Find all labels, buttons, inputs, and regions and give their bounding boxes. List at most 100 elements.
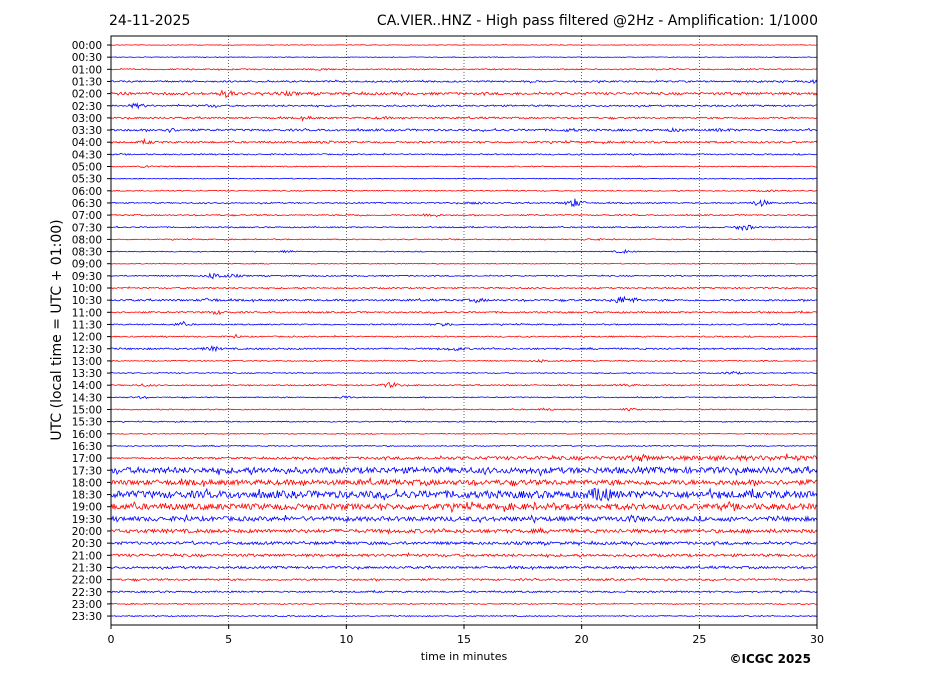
y-tick-label: 04:30	[72, 149, 102, 161]
y-tick-label: 19:30	[72, 514, 102, 526]
trace-line	[111, 420, 818, 424]
trace-line	[110, 127, 818, 134]
trace-line	[110, 344, 818, 353]
trace-line	[110, 602, 818, 606]
trace-line	[110, 286, 818, 290]
y-tick-label: 23:00	[72, 599, 102, 611]
trace-line	[110, 513, 818, 524]
y-tick-label: 13:30	[72, 368, 102, 380]
y-tick-label: 17:00	[72, 453, 102, 465]
trace-line	[110, 189, 818, 193]
y-tick-label: 16:00	[72, 429, 102, 441]
y-tick-label: 23:30	[72, 611, 102, 623]
y-tick-label: 09:30	[72, 271, 102, 283]
x-tick-label: 25	[692, 633, 706, 646]
trace-line	[110, 395, 818, 400]
y-tick-label: 12:00	[72, 332, 102, 344]
trace-line	[110, 224, 818, 232]
trace-line	[110, 487, 818, 502]
trace-line	[110, 432, 818, 435]
trace-line	[110, 152, 818, 156]
y-tick-label: 21:30	[72, 562, 102, 574]
trace-line	[110, 381, 818, 389]
copyright-credit: ©ICGC 2025	[729, 652, 811, 666]
x-tick-label: 5	[225, 633, 232, 646]
y-tick-label: 06:30	[72, 198, 102, 210]
trace-line	[110, 102, 818, 110]
trace-line	[110, 137, 818, 145]
header-date: 24-11-2025	[109, 13, 190, 29]
trace-line	[110, 115, 818, 122]
grid-lines	[228, 36, 700, 625]
trace-line	[110, 262, 818, 265]
trace-line	[110, 237, 818, 241]
trace-line	[110, 614, 818, 618]
y-tick-label: 15:30	[72, 417, 102, 429]
trace-line	[110, 526, 818, 535]
trace-line	[110, 248, 818, 254]
y-tick-label: 05:00	[72, 162, 102, 174]
trace-line	[110, 198, 818, 208]
y-tick-label: 03:00	[72, 113, 102, 125]
plot-frame	[110, 35, 818, 626]
trace-line	[110, 44, 818, 46]
y-tick-label: 18:00	[72, 477, 102, 489]
trace-line	[110, 165, 817, 169]
trace-line	[110, 67, 818, 71]
trace-line	[110, 465, 818, 477]
x-tick-label: 20	[575, 633, 589, 646]
y-tick-label: 20:00	[72, 526, 102, 538]
trace-line	[110, 309, 818, 316]
y-tick-label: 13:00	[72, 356, 102, 368]
x-tick-label: 0	[108, 633, 115, 646]
y-tick-label: 07:30	[72, 222, 102, 234]
x-axis-label: time in minutes	[421, 650, 508, 663]
y-tick-label: 22:00	[72, 575, 102, 587]
y-tick-label: 17:30	[72, 465, 102, 477]
trace-line	[110, 272, 818, 280]
y-tick-label: 10:30	[72, 295, 102, 307]
x-tick-label: 15	[457, 633, 471, 646]
y-tick-label: 19:00	[72, 502, 102, 514]
y-tick-label: 08:00	[72, 234, 102, 246]
y-tick-label: 20:30	[72, 538, 102, 550]
trace-line	[110, 589, 818, 594]
x-tick-label: 10	[339, 633, 353, 646]
y-tick-label: 14:00	[72, 380, 102, 392]
y-tick-label: 01:30	[72, 76, 102, 88]
x-tick-label: 30	[810, 633, 824, 646]
trace-line	[110, 444, 818, 447]
y-tick-label: 02:00	[72, 89, 102, 101]
y-tick-label: 08:30	[72, 247, 102, 259]
trace-line	[110, 320, 818, 327]
y-tick-label: 11:00	[72, 307, 102, 319]
trace-line	[110, 295, 818, 304]
y-tick-label: 12:30	[72, 344, 102, 356]
y-tick-label: 18:30	[72, 490, 102, 502]
trace-line	[110, 177, 818, 180]
trace-line	[110, 476, 818, 487]
trace-line	[110, 564, 818, 571]
trace-line	[110, 453, 818, 463]
y-axis-label: UTC (local time = UTC + 01:00)	[49, 219, 65, 440]
y-tick-label: 03:30	[72, 125, 102, 137]
trace-line	[110, 551, 818, 559]
trace-line	[110, 500, 818, 514]
trace-line	[110, 577, 818, 582]
y-tick-label: 05:30	[72, 174, 102, 186]
y-tick-labels: 00:0000:3001:0001:3002:0002:3003:0003:30…	[72, 40, 111, 623]
trace-line	[110, 333, 818, 339]
y-tick-label: 07:00	[72, 210, 102, 222]
y-tick-label: 11:30	[72, 319, 102, 331]
trace-line	[110, 358, 818, 363]
y-tick-label: 04:00	[72, 137, 102, 149]
y-tick-label: 00:00	[72, 40, 102, 52]
trace-lines	[110, 44, 818, 618]
y-tick-label: 22:30	[72, 587, 102, 599]
y-tick-label: 06:00	[72, 186, 102, 198]
trace-line	[110, 79, 818, 85]
trace-line	[110, 213, 818, 218]
chart-title: CA.VIER..HNZ - High pass filtered @2Hz -…	[377, 13, 818, 29]
trace-line	[110, 56, 818, 59]
